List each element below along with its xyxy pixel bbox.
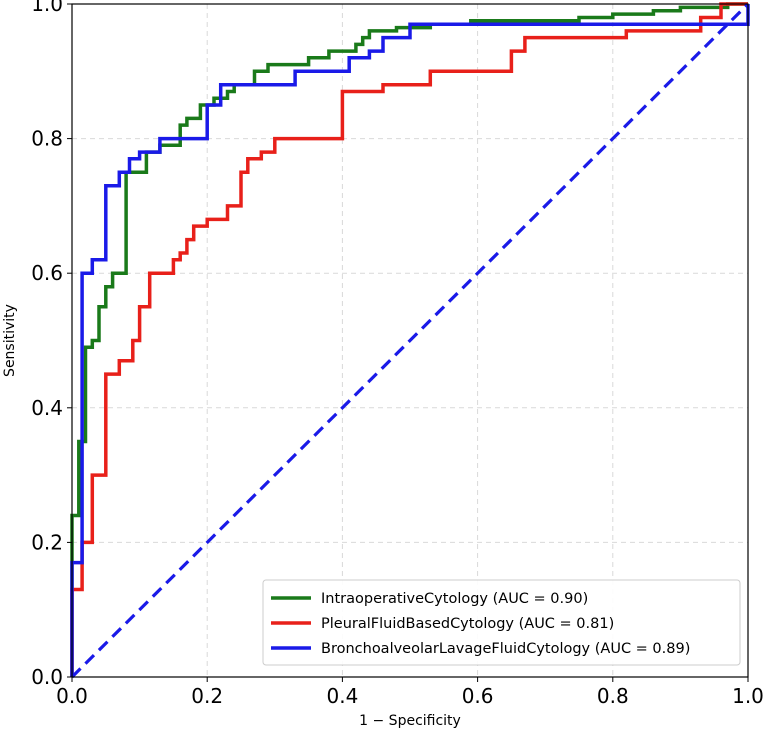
x-tick-label: 0.0 xyxy=(56,684,88,708)
x-tick-label: 0.4 xyxy=(326,684,358,708)
legend-label: IntraoperativeCytology (AUC = 0.90) xyxy=(321,591,588,607)
reference-diagonal-line xyxy=(70,2,750,679)
x-axis-label: 1 − Specificity xyxy=(359,713,461,729)
legend-label: PleuralFluidBasedCytology (AUC = 0.81) xyxy=(321,616,614,632)
y-tick-label: 1.0 xyxy=(31,0,63,16)
series-line-pleuralfluidbasedcytology xyxy=(70,2,748,677)
x-tick-label: 0.2 xyxy=(191,684,223,708)
y-tick-label: 0.4 xyxy=(31,396,63,420)
y-tick-label: 0.0 xyxy=(31,665,63,689)
series-line-bronchoalveolarlavagefluidcytology xyxy=(70,4,750,677)
x-tick-label: 1.0 xyxy=(732,684,764,708)
y-tick-label: 0.8 xyxy=(31,127,63,151)
ticks: 0.0 0.2 0.4 0.6 0.8 1.0 0.0 0.2 0.4 0.6 0.8 1.0 xyxy=(31,0,764,708)
legend: IntraoperativeCytology (AUC = 0.90) Pleur… xyxy=(262,579,741,666)
x-tick-label: 0.8 xyxy=(597,684,629,708)
legend-label: BronchoalveolarLavageFluidCytology (AUC … xyxy=(321,641,690,657)
y-tick-label: 0.2 xyxy=(31,530,63,554)
y-tick-label: 0.6 xyxy=(31,261,63,285)
plot-frame xyxy=(71,3,749,678)
x-tick-label: 0.6 xyxy=(462,684,494,708)
series-group xyxy=(70,2,750,679)
legend-box xyxy=(262,579,741,666)
y-axis-label: Sensitivity xyxy=(2,304,18,377)
